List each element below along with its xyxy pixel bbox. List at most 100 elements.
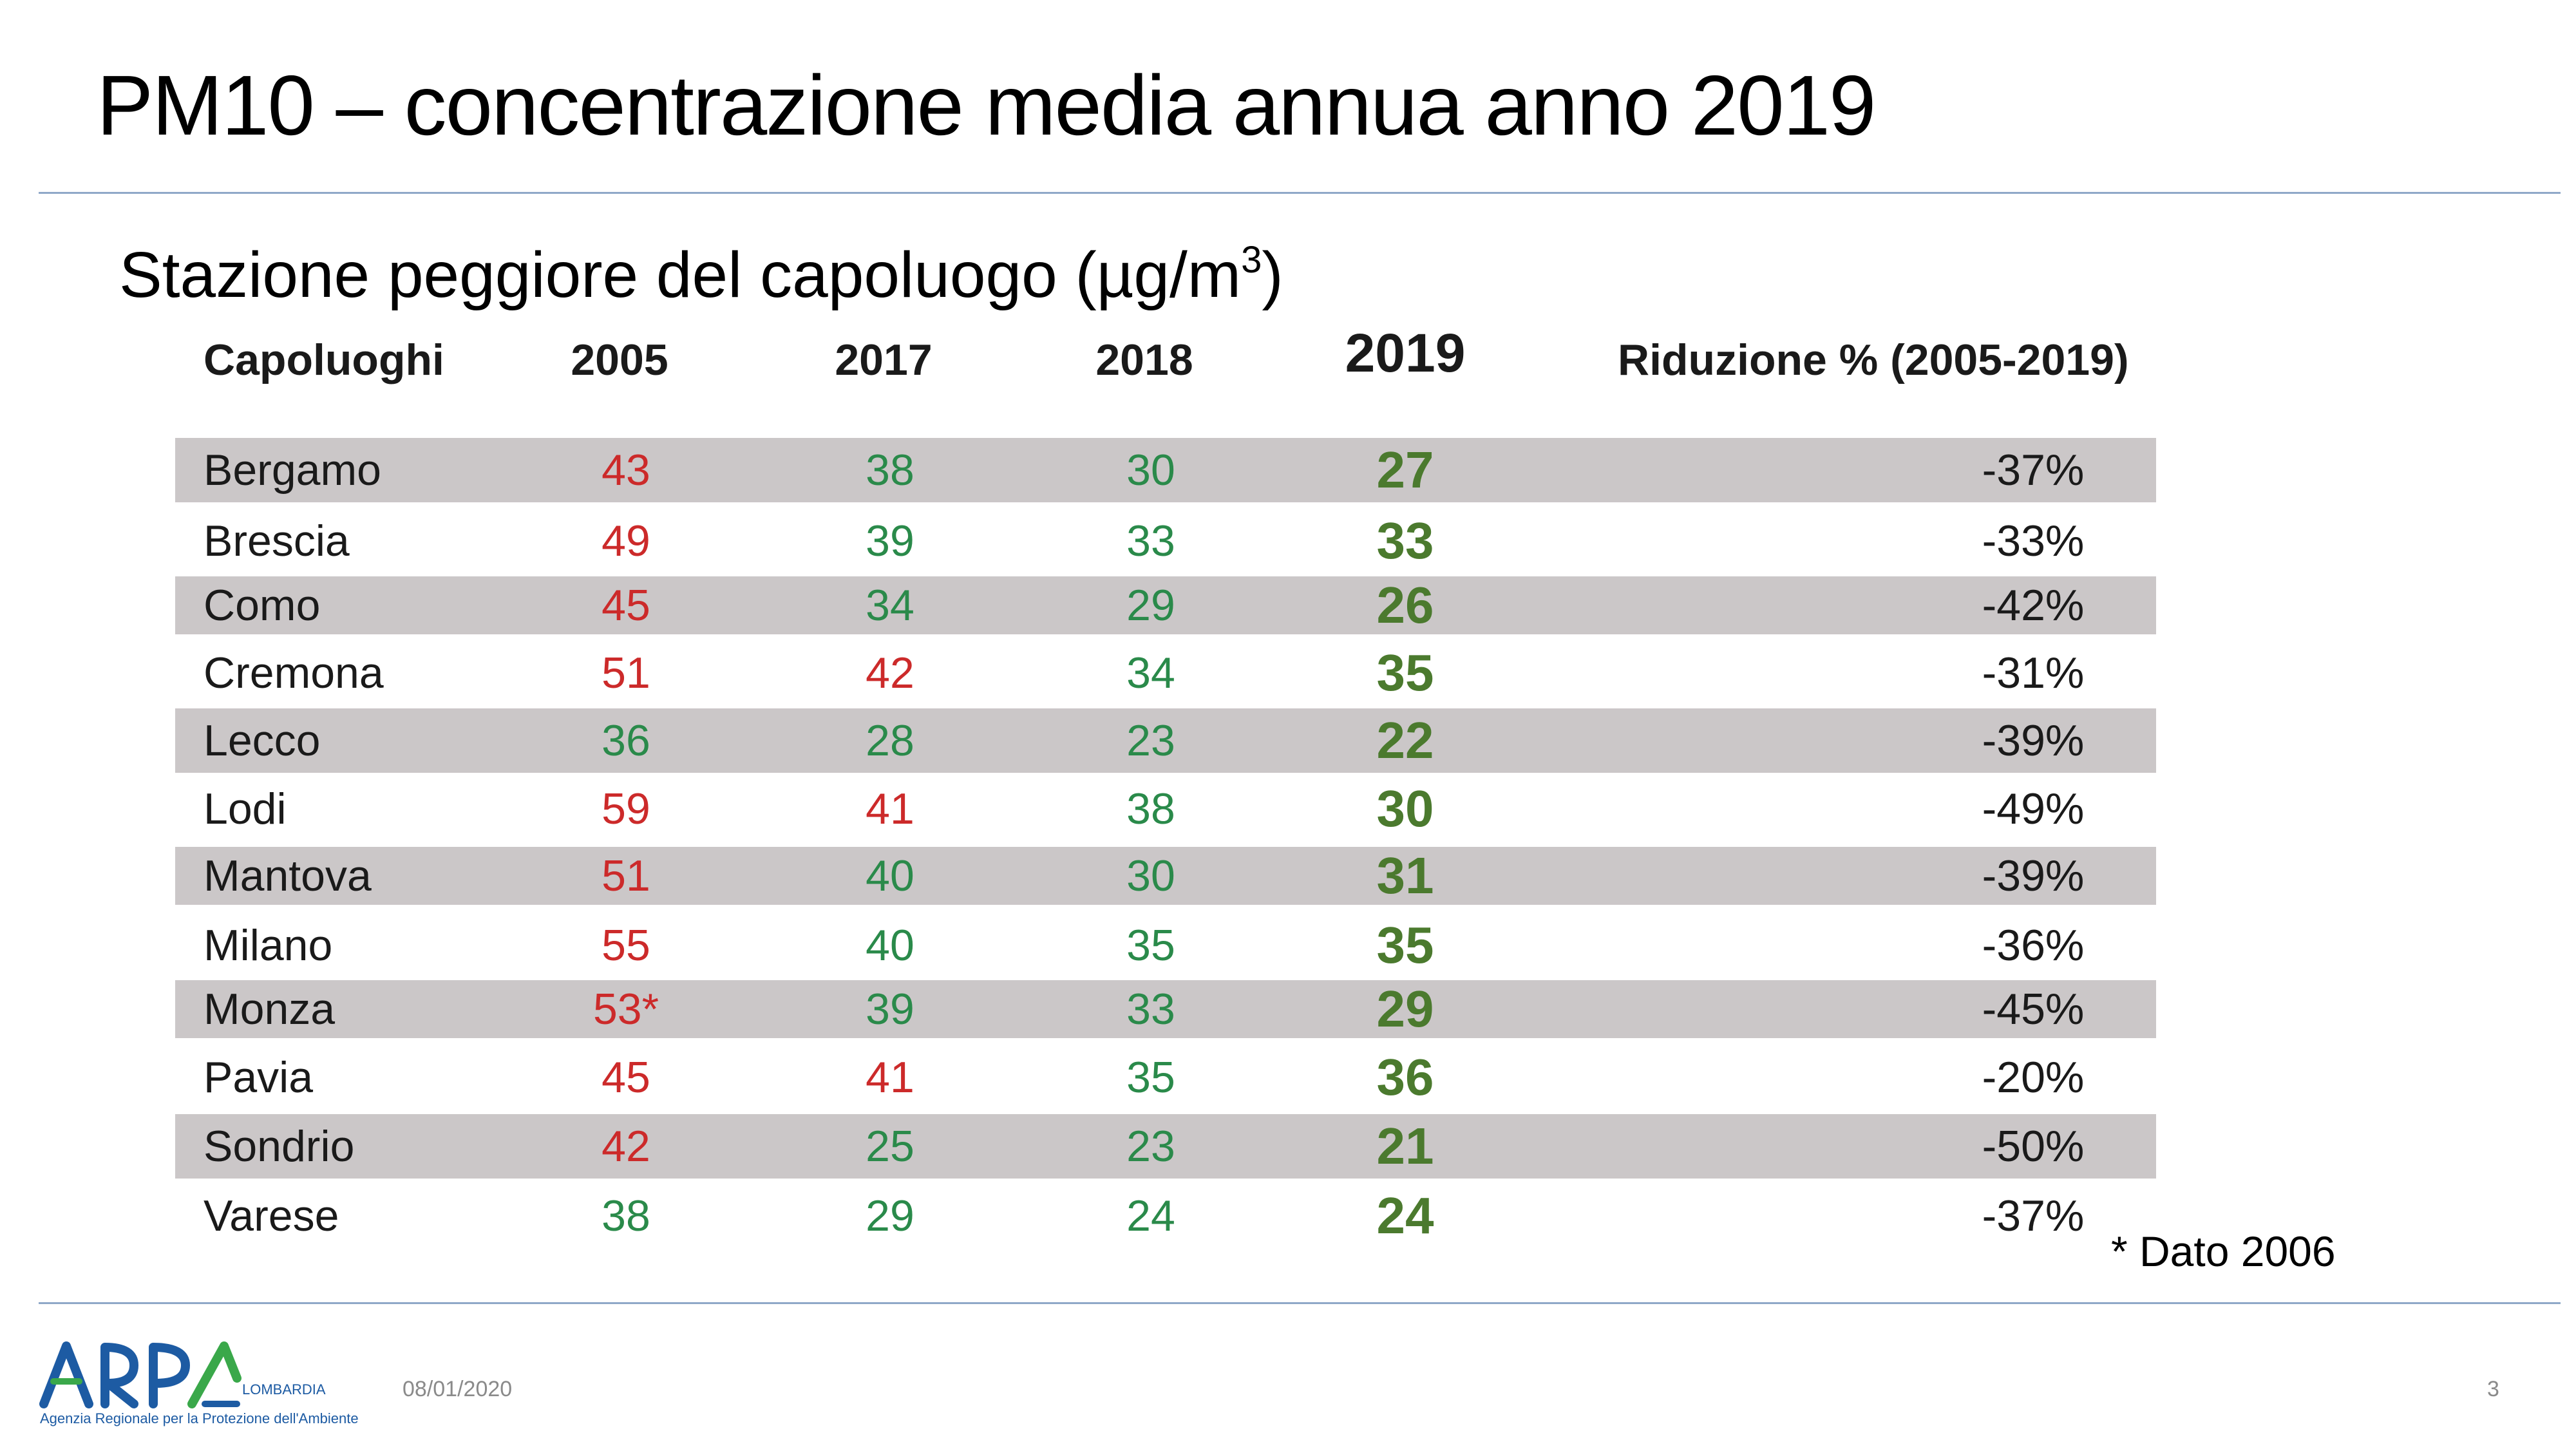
table-header: Capoluoghi 2005 2017 2018 2019 Riduzione… [175,322,2156,425]
cell-2019: 27 [1376,441,1434,498]
cell-2005: 49 [601,516,650,565]
cell-2018: 38 [1126,784,1175,833]
cell-2005: 51 [601,851,650,900]
table-row: Milano 55 40 35 35 -36% [175,914,2156,976]
cell-2005: 55 [601,920,650,970]
cell-2019: 31 [1376,847,1434,904]
cell-reduction: -31% [1982,649,2085,697]
cell-2018: 30 [1126,446,1175,495]
cell-2017: 40 [866,920,914,970]
cell-city: Bergamo [204,446,381,495]
cell-2005: 53* [592,985,659,1034]
header-2005: 2005 [571,336,668,384]
cell-city: Milano [204,920,333,970]
table-row: Monza 53* 39 33 29 -45% [175,980,2156,1038]
cell-city: Lecco [204,716,321,765]
footnote: * Dato 2006 [2111,1227,2336,1275]
cell-2018: 35 [1126,920,1175,970]
cell-2017: 25 [866,1122,914,1171]
cell-city: Monza [204,985,336,1034]
cell-2019: 35 [1376,644,1434,701]
cell-2018: 35 [1126,1052,1175,1102]
cell-2005: 42 [601,1122,650,1171]
cell-2019: 21 [1376,1117,1434,1175]
cell-2019: 30 [1376,779,1434,837]
cell-2005: 59 [601,784,650,833]
pm10-table: Capoluoghi 2005 2017 2018 2019 Riduzione… [175,322,2156,1244]
cell-2019: 29 [1376,980,1434,1037]
cell-2017: 41 [866,1052,914,1102]
header-city: Capoluoghi [204,336,444,384]
table-row: Sondrio 42 25 23 21 -50% [175,1114,2156,1179]
logo-tagline: Agenzia Regionale per la Protezione dell… [40,1410,359,1426]
arpa-logo-mark [39,1341,242,1408]
cell-city: Como [204,581,321,630]
cell-reduction: -36% [1982,920,2085,970]
table-row: Como 45 34 29 26 -42% [175,576,2156,634]
table-row: Varese 38 29 24 24 -37% [175,1185,2156,1246]
cell-2019: 24 [1376,1186,1434,1244]
subtitle-end: ) [1262,239,1283,311]
cell-reduction: -50% [1982,1122,2085,1171]
cell-2005: 45 [601,581,650,630]
cell-2005: 38 [601,1191,650,1240]
cell-2017: 39 [866,516,914,565]
cell-reduction: -39% [1982,716,2085,765]
cell-reduction: -33% [1982,516,2085,565]
cell-2005: 43 [601,446,650,495]
cell-city: Sondrio [204,1122,355,1171]
cell-2005: 36 [601,716,650,765]
subtitle-main: Stazione peggiore del capoluogo (µg/m [119,239,1242,311]
cell-2005: 45 [601,1052,650,1102]
header-2019: 2019 [1345,323,1466,383]
cell-2005: 51 [601,649,650,697]
subtitle-superscript: 3 [1241,239,1262,281]
cell-2019: 22 [1376,712,1434,769]
cell-city: Pavia [204,1052,314,1102]
cell-reduction: -20% [1982,1052,2085,1102]
cell-2018: 23 [1126,1122,1175,1171]
cell-2017: 38 [866,446,914,495]
cell-2017: 28 [866,716,914,765]
slide-subtitle: Stazione peggiore del capoluogo (µg/m3) [119,238,1283,312]
cell-2018: 33 [1126,985,1175,1034]
footer-divider [39,1302,2561,1304]
slide-title: PM10 – concentrazione media annua anno 2… [97,58,1876,153]
table-row: Lecco 36 28 23 22 -39% [175,708,2156,773]
table-row: Lodi 59 41 38 30 -49% [175,778,2156,839]
cell-reduction: -42% [1982,581,2085,630]
cell-2018: 33 [1126,516,1175,565]
cell-reduction: -49% [1982,784,2085,833]
cell-2018: 29 [1126,581,1175,630]
table-row: Pavia 45 41 35 36 -20% [175,1046,2156,1108]
slide-date: 08/01/2020 [402,1377,513,1401]
header-2017: 2017 [835,336,933,384]
cell-2018: 30 [1126,851,1175,900]
cell-reduction: -45% [1982,985,2085,1034]
cell-city: Varese [204,1191,339,1240]
header-reduction: Riduzione % (2005-2019) [1618,336,2129,384]
cell-2018: 34 [1126,649,1175,697]
header-2018: 2018 [1095,336,1193,384]
cell-reduction: -39% [1982,851,2085,900]
cell-2019: 33 [1376,511,1434,569]
cell-city: Mantova [204,851,372,900]
cell-reduction: -37% [1982,1191,2085,1240]
cell-2017: 39 [866,985,914,1034]
cell-city: Cremona [204,649,384,697]
cell-2019: 36 [1376,1048,1434,1106]
cell-2017: 42 [866,649,914,697]
cell-2017: 29 [866,1191,914,1240]
cell-city: Lodi [204,784,287,833]
page-number: 3 [2487,1377,2499,1401]
logo-region: LOMBARDIA [242,1381,326,1397]
cell-city: Brescia [204,516,350,565]
table-row: Mantova 51 40 30 31 -39% [175,847,2156,905]
cell-2017: 34 [866,581,914,630]
cell-2019: 35 [1376,916,1434,974]
table-row: Bergamo 43 38 30 27 -37% [175,438,2156,502]
table-row: Brescia 49 39 33 33 -33% [175,510,2156,571]
cell-2019: 26 [1376,576,1434,634]
cell-2018: 23 [1126,716,1175,765]
cell-reduction: -37% [1982,446,2085,495]
